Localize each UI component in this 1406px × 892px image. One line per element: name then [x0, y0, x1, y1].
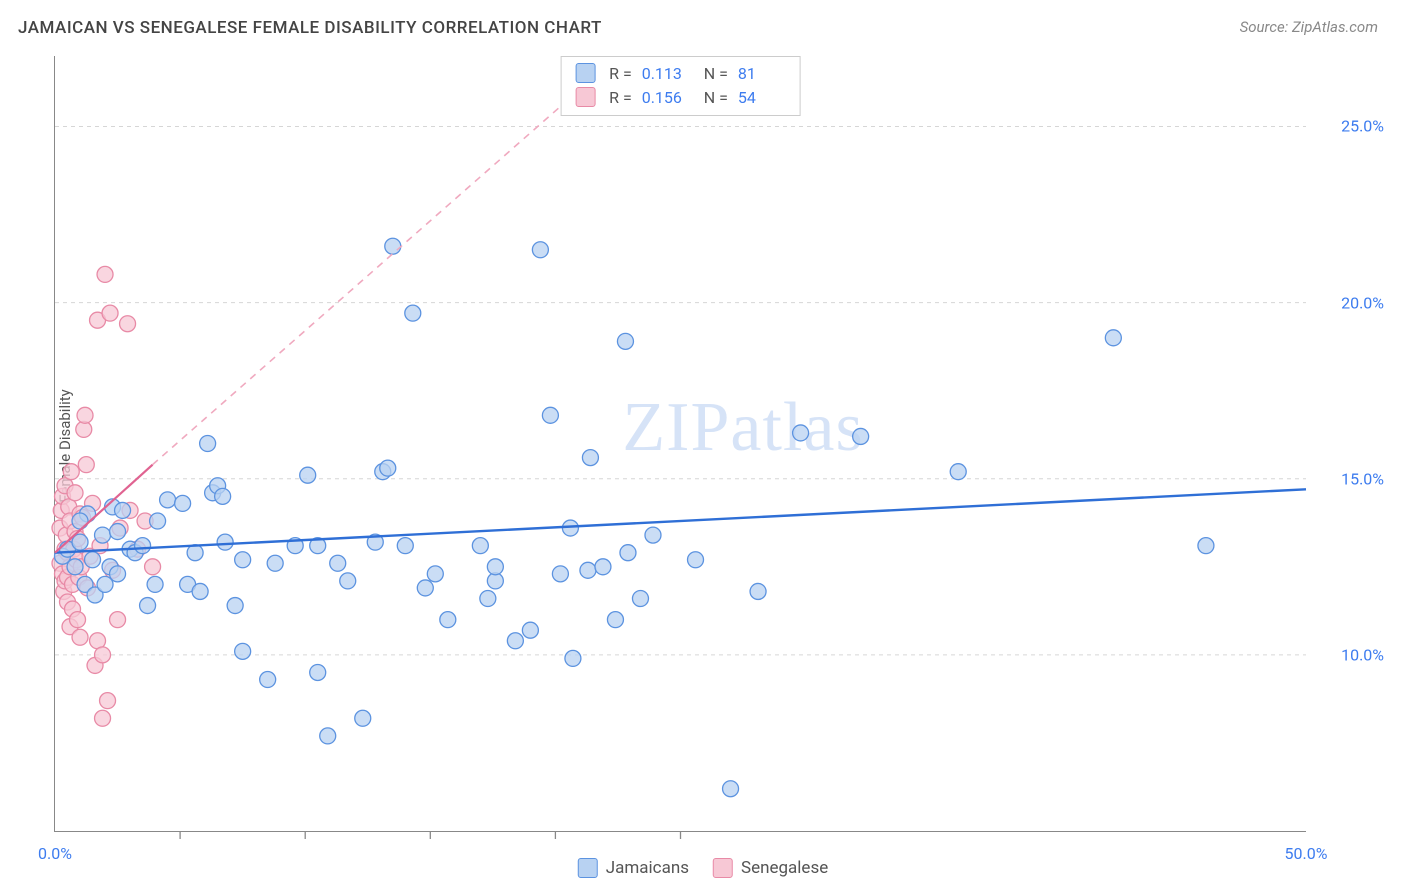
legend-label-jamaicans: Jamaicans: [606, 858, 689, 878]
stats-row-senegalese: R = 0.156 N = 54: [575, 85, 786, 109]
swatch-senegalese: [575, 87, 595, 107]
r-label: R =: [609, 88, 632, 107]
n-value-senegalese: 54: [738, 88, 786, 107]
stats-row-jamaicans: R = 0.113 N = 81: [575, 61, 786, 85]
swatch-jamaicans-bottom: [578, 858, 598, 878]
legend-label-senegalese: Senegalese: [741, 858, 828, 878]
plot-svg: [55, 56, 1306, 831]
chart-title: JAMAICAN VS SENEGALESE FEMALE DISABILITY…: [18, 18, 602, 38]
r-value-senegalese: 0.156: [642, 88, 690, 107]
n-value-jamaicans: 81: [738, 64, 786, 83]
bottom-legend: Jamaicans Senegalese: [578, 858, 828, 878]
xtick-label: 0.0%: [38, 844, 72, 863]
ytick-label: 25.0%: [1341, 117, 1384, 136]
swatch-senegalese-bottom: [713, 858, 733, 878]
xtick-label: 50.0%: [1285, 844, 1328, 863]
chart-container: JAMAICAN VS SENEGALESE FEMALE DISABILITY…: [0, 0, 1406, 892]
r-label: R =: [609, 64, 632, 83]
ytick-label: 10.0%: [1341, 645, 1384, 664]
plot-area: ZIPatlas R = 0.113 N = 81 R = 0.156 N = …: [54, 56, 1306, 832]
legend-item-senegalese: Senegalese: [713, 858, 828, 878]
r-value-jamaicans: 0.113: [642, 64, 690, 83]
n-label: N =: [704, 64, 728, 83]
ytick-label: 15.0%: [1341, 469, 1384, 488]
swatch-jamaicans: [575, 63, 595, 83]
source-attr: Source: ZipAtlas.com: [1240, 18, 1378, 36]
n-label: N =: [704, 88, 728, 107]
legend-item-jamaicans: Jamaicans: [578, 858, 689, 878]
stats-legend: R = 0.113 N = 81 R = 0.156 N = 54: [560, 56, 801, 116]
ytick-label: 20.0%: [1341, 293, 1384, 312]
